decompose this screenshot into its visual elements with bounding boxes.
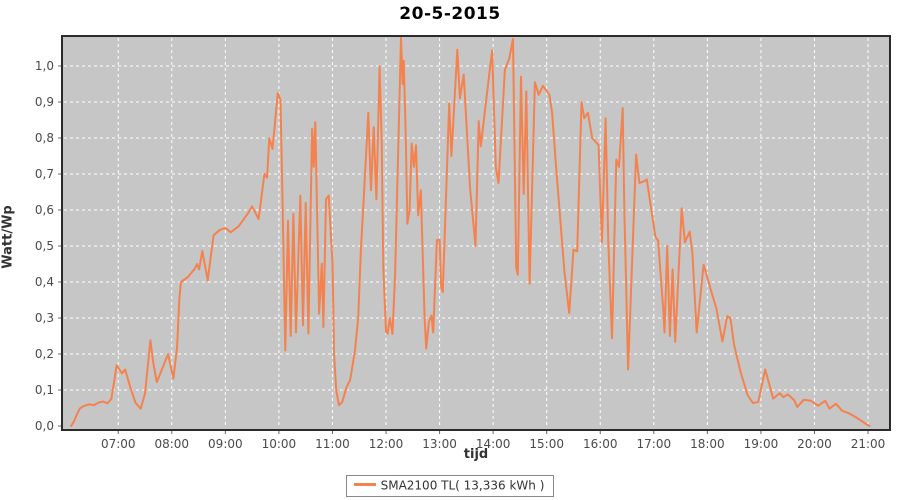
legend: SMA2100 TL( 13,336 kWh ) <box>0 474 900 497</box>
x-tick-label: 11:00 <box>315 437 350 451</box>
y-tick-label: 0,2 <box>34 347 54 361</box>
x-tick-label: 13:00 <box>422 437 457 451</box>
y-tick-label: 0,0 <box>34 419 54 433</box>
legend-box: SMA2100 TL( 13,336 kWh ) <box>345 475 555 497</box>
y-tick-label: 0,7 <box>34 167 54 181</box>
x-tick-label: 21:00 <box>850 437 886 451</box>
x-tick-label: 19:00 <box>743 437 779 451</box>
y-tick-label: 0,6 <box>34 203 54 217</box>
x-tick-label: 07:00 <box>100 437 136 451</box>
x-tick-label: 10:00 <box>261 437 297 451</box>
x-tick-label: 15:00 <box>529 437 564 451</box>
x-tick-label: 12:00 <box>368 437 404 451</box>
y-tick-label: 1,0 <box>34 59 54 73</box>
series-line-sma2100 <box>70 37 871 427</box>
y-tick-label: 0,8 <box>34 131 54 145</box>
y-tick-label: 0,9 <box>34 95 54 109</box>
x-tick-label: 14:00 <box>475 437 511 451</box>
y-tick-label: 0,4 <box>34 275 54 289</box>
x-tick-label: 18:00 <box>690 437 725 451</box>
x-tick-label: 20:00 <box>797 437 832 451</box>
x-axis-title: tijd <box>463 447 489 462</box>
y-tick-label: 0,3 <box>34 311 54 325</box>
x-tick-label: 09:00 <box>208 437 243 451</box>
x-tick-label: 17:00 <box>636 437 672 451</box>
plot-border <box>61 35 891 431</box>
legend-line-swatch <box>353 483 376 486</box>
y-tick-label: 0,1 <box>34 383 54 397</box>
legend-label: SMA2100 TL( 13,336 kWh ) <box>380 478 545 493</box>
y-tick-label: 0,5 <box>34 239 54 253</box>
chart-title: 20-5-2015 <box>399 4 501 24</box>
x-tick-label: 16:00 <box>582 437 618 451</box>
x-tick-label: 08:00 <box>154 437 190 451</box>
